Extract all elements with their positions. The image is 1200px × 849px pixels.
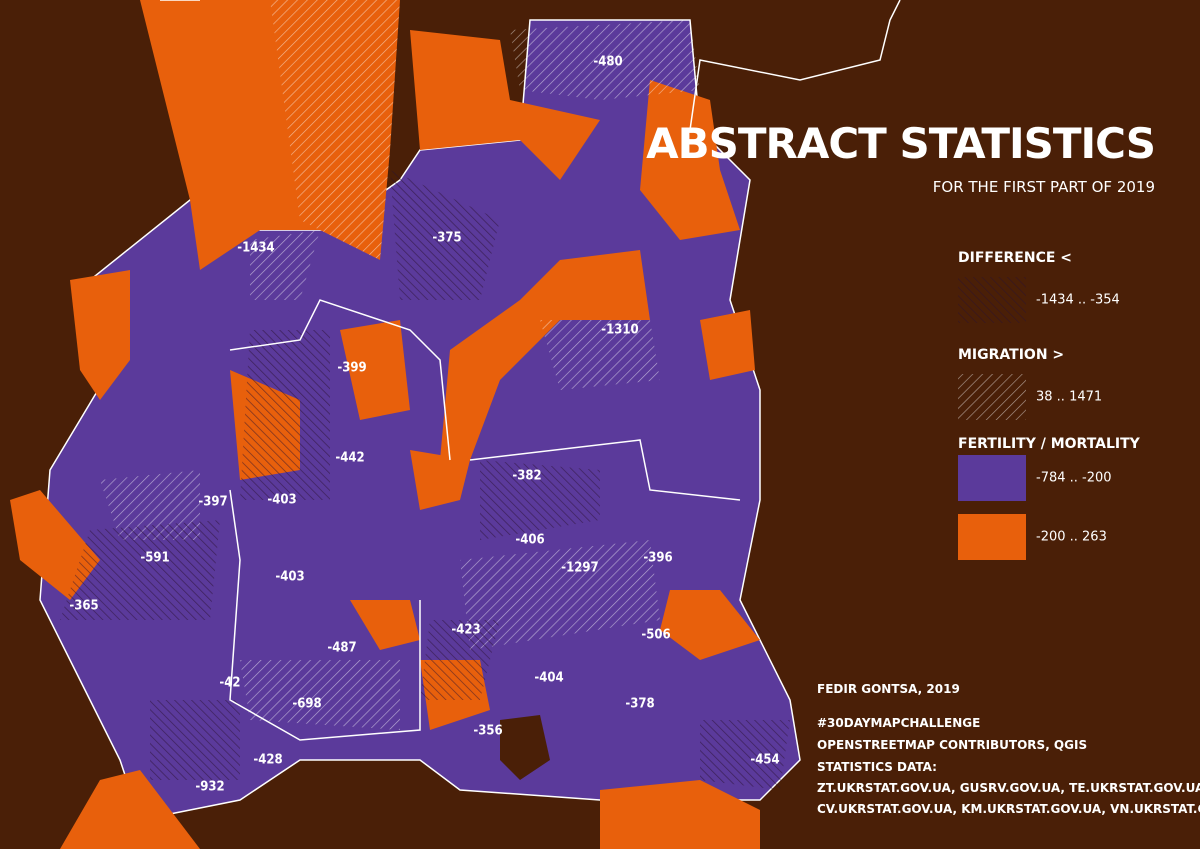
map-label: -375 <box>432 231 461 246</box>
orange-region <box>640 80 740 240</box>
map-label: -487 <box>327 641 356 656</box>
map-label: -1310 <box>601 323 638 338</box>
map-label: -382 <box>512 469 541 484</box>
legend-range: -784 .. -200 <box>1036 471 1112 486</box>
legend-heading: FERTILITY / MORTALITY <box>958 436 1141 452</box>
legend-hatch <box>958 277 1026 323</box>
map-label: -932 <box>195 780 224 795</box>
map-label: -378 <box>625 697 654 712</box>
credit-line: OPENSTREETMAP CONTRIBUTORS, QGIS <box>817 738 1087 752</box>
migration-hatch <box>100 20 700 730</box>
orange-region <box>600 780 760 849</box>
map-label: -480 <box>593 55 622 70</box>
legend-swatch <box>958 455 1026 501</box>
subtitle: FOR THE FIRST PART OF 2019 <box>933 178 1155 196</box>
title: ABSTRACT STATISTICS <box>646 119 1155 168</box>
credit-line: ZT.UKRSTAT.GOV.UA, GUSRV.GOV.UA, TE.UKRS… <box>817 781 1200 795</box>
map-label: -591 <box>140 551 169 566</box>
legend-range: 38 .. 1471 <box>1036 390 1102 405</box>
legend-hatch <box>958 374 1026 420</box>
credit-line: #30DAYMAPCHALLENGE <box>817 716 980 730</box>
map-label: -42 <box>219 676 240 691</box>
orange-region <box>340 320 410 420</box>
map-label: -454 <box>750 753 779 768</box>
legend-heading: MIGRATION > <box>958 347 1064 363</box>
border <box>160 0 901 741</box>
map-label: -399 <box>337 361 366 376</box>
orange-region <box>70 270 130 400</box>
map-label: -397 <box>198 495 227 510</box>
city-region <box>500 715 550 780</box>
map-label: -1434 <box>237 241 274 256</box>
legend-range: -200 .. 263 <box>1036 530 1107 545</box>
map-label: -404 <box>534 671 563 686</box>
credit-line: STATISTICS DATA: <box>817 760 937 774</box>
orange-region <box>60 770 200 849</box>
map-label: -356 <box>473 724 502 739</box>
orange-region <box>660 590 760 660</box>
map-label: -403 <box>267 493 296 508</box>
map-label: -406 <box>515 533 544 548</box>
credit-line: CV.UKRSTAT.GOV.UA, KM.UKRSTAT.GOV.UA, VN… <box>817 802 1200 816</box>
map-label: -698 <box>292 697 321 712</box>
hatch <box>270 0 400 260</box>
regions <box>10 0 901 849</box>
map-label: -365 <box>69 599 98 614</box>
map-label: -506 <box>641 628 670 643</box>
orange-region <box>410 30 600 180</box>
map-label: -1297 <box>561 561 598 576</box>
difference-hatch <box>60 170 790 790</box>
map-label: -423 <box>451 623 480 638</box>
legend-range: -1434 .. -354 <box>1036 293 1120 308</box>
orange-region <box>440 250 650 460</box>
orange-region <box>350 600 420 650</box>
map-label: -442 <box>335 451 364 466</box>
map-label: -396 <box>643 551 672 566</box>
credits: FEDIR GONTSA, 2019 #30DAYMAPCHALLENGE OPEN… <box>817 682 1200 816</box>
credit-line: FEDIR GONTSA, 2019 <box>817 682 960 696</box>
legend: DIFFERENCE < -1434 .. -354 MIGRATION > 38 .… <box>958 250 1141 560</box>
map-labels: -480 -1434 -375 -1310 -399 -442 -397 -403 -382 -5… <box>69 55 779 795</box>
orange-region <box>410 450 470 510</box>
map-label: -403 <box>275 570 304 585</box>
legend-heading: DIFFERENCE < <box>958 250 1072 266</box>
legend-swatch <box>958 514 1026 560</box>
orange-region <box>700 310 755 380</box>
map-label: -428 <box>253 753 282 768</box>
